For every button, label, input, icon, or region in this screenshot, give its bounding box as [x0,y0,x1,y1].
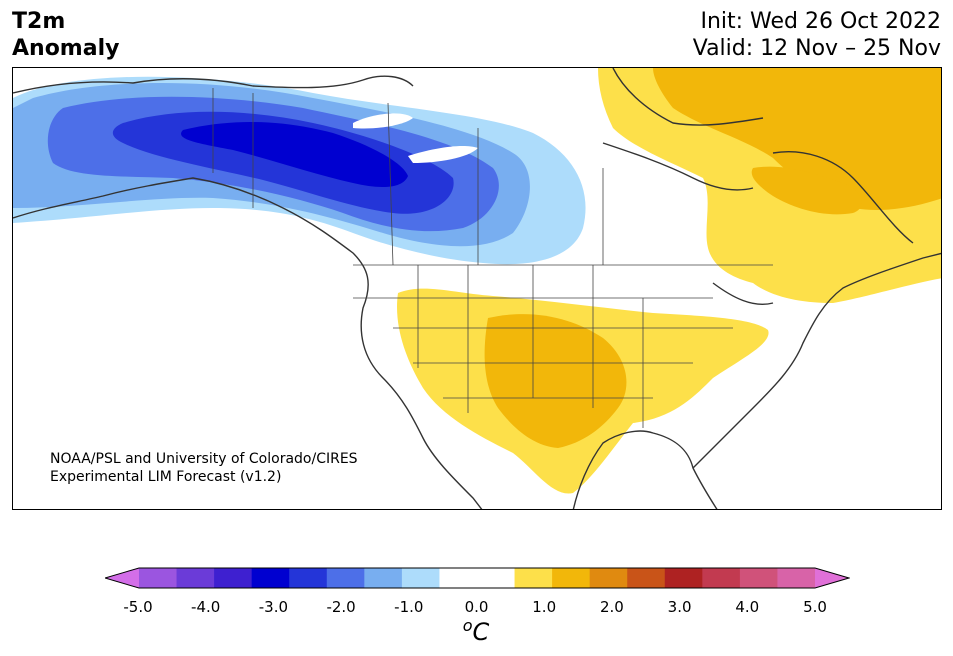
colorbar-tick-label: 1.0 [532,598,557,616]
unit-degree: o [462,616,473,635]
coastlines [13,68,941,509]
title-anomaly: Anomaly [12,36,120,61]
colorbar-tick-label: -4.0 [191,598,221,616]
colorbar-swatch [589,568,628,588]
colorbar-swatch [364,568,403,588]
colorbar-swatch [702,568,741,588]
colorbar-tick-label: -5.0 [123,598,153,616]
colorbar-outline [105,567,850,589]
credit-line1: NOAA/PSL and University of Colorado/CIRE… [50,451,358,467]
colorbar-swatch [739,568,778,588]
colorbar-tick-label: -2.0 [326,598,356,616]
colorbar-tick-label: -3.0 [258,598,289,616]
colorbar-extend-low [105,568,139,588]
cold-anomaly-5 [181,122,408,188]
colorbar-swatch [214,568,253,588]
colorbar [105,567,850,589]
colorbar-swatch [289,568,328,588]
colorbar-swatch [552,568,591,588]
lake [353,113,413,129]
credit-text: NOAA/PSL and University of Colorado/CIRE… [50,450,358,486]
colorbar-tick-label: 0.0 [464,598,489,616]
colorbar-unit: oC [463,616,490,646]
colorbar-swatch [664,568,703,588]
warm-anomaly-north-3 [751,166,862,215]
colorbar-swatch [777,568,816,588]
map-title: T2m Anomaly [12,8,119,62]
colorbar-tick-label: -1.0 [394,598,424,616]
colorbar-tick-label: 5.0 [803,598,827,616]
colorbar-tick-label: 3.0 [667,598,692,616]
unit-letter: C [472,618,490,646]
credit-line2: Experimental LIM Forecast (v1.2) [50,469,282,485]
colorbar-swatch [139,568,178,588]
colorbar-swatch [439,568,478,588]
political-borders [212,88,773,428]
colorbar-swatch [326,568,365,588]
anomaly-map: NOAA/PSL and University of Colorado/CIRE… [12,67,942,510]
colorbar-swatch [251,568,290,588]
colorbar-swatch [477,568,516,588]
colorbar-swatch [401,568,440,588]
colorbar-swatch [176,568,215,588]
warm-anomaly-north-2 [653,68,941,210]
forecast-dates: Init: Wed 26 Oct 2022 Valid: 12 Nov – 25… [693,8,941,62]
warm-anomaly-2 [484,314,627,448]
lake [408,145,478,163]
title-variable: T2m [12,9,66,34]
colorbar-swatch [627,568,666,588]
colorbar-tick-label: 2.0 [599,598,624,616]
map-canvas [13,68,941,509]
colorbar-swatch [514,568,553,588]
init-date: Init: Wed 26 Oct 2022 [700,9,941,34]
colorbar-extend-high [815,568,849,588]
colorbar-tick-label: 4.0 [735,598,760,616]
valid-range: Valid: 12 Nov – 25 Nov [692,36,941,61]
